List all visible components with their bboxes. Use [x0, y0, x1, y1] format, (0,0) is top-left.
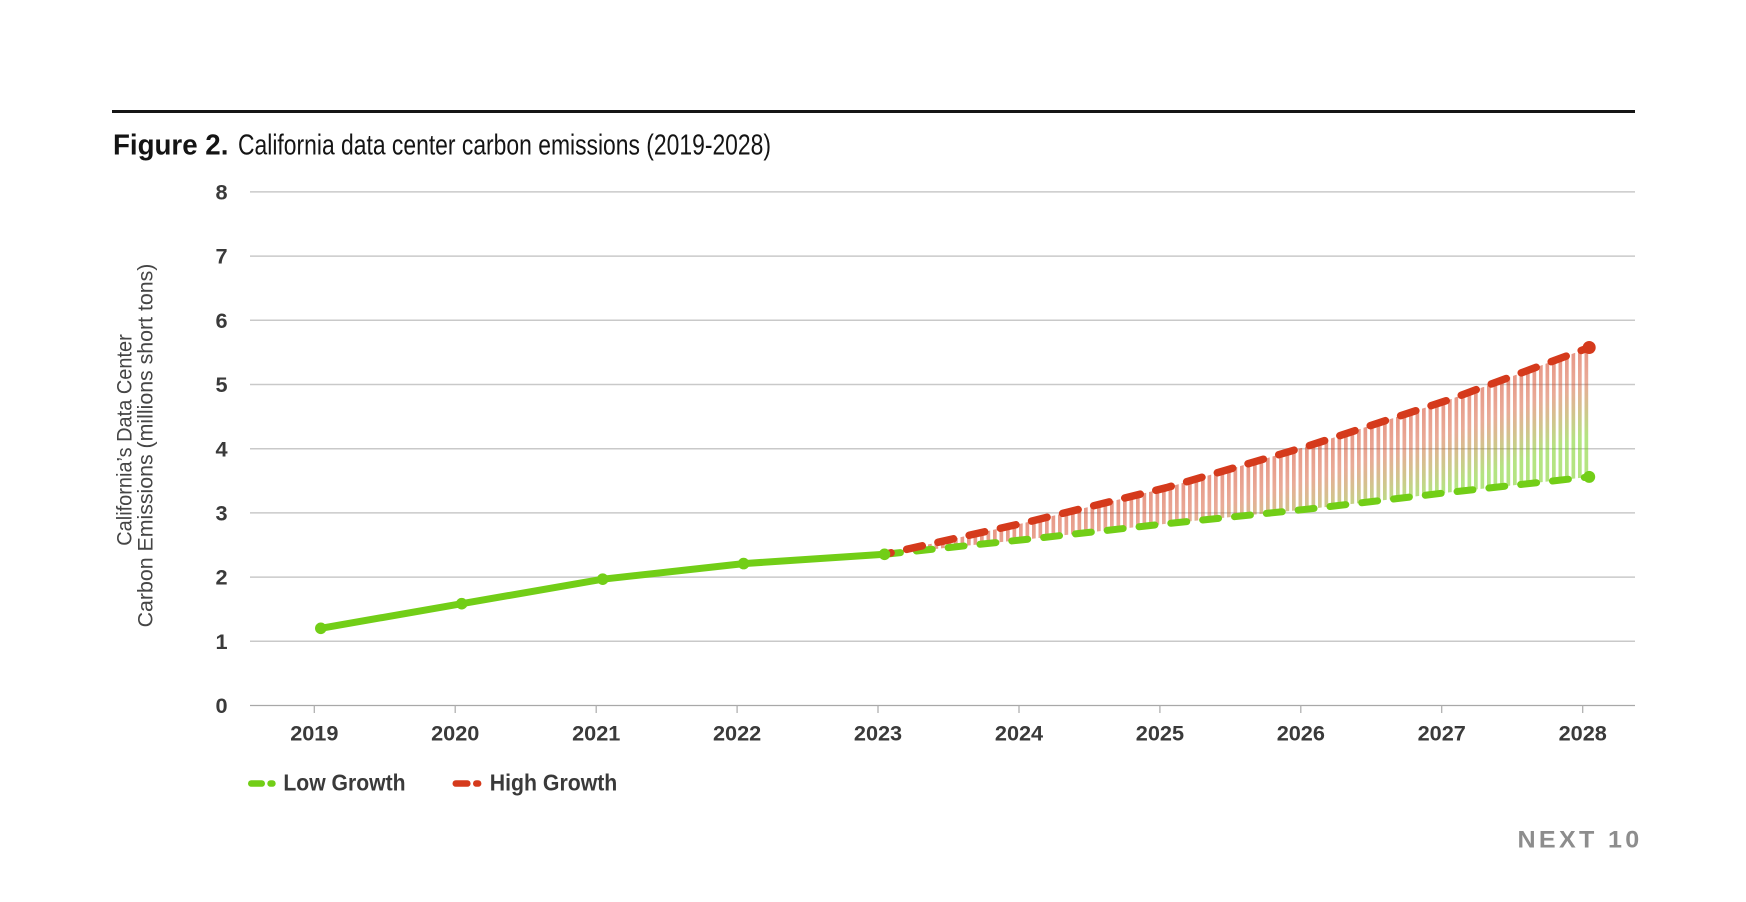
svg-text:2027: 2027 [1418, 721, 1466, 746]
svg-text:2025: 2025 [1136, 721, 1184, 746]
svg-text:2: 2 [215, 565, 227, 590]
svg-text:1: 1 [215, 629, 227, 654]
svg-text:Figure 2.: Figure 2. [113, 129, 228, 161]
svg-text:Carbon Emissions (millions sho: Carbon Emissions (millions short tons) [135, 264, 158, 628]
svg-text:2022: 2022 [713, 721, 761, 746]
svg-text:3: 3 [215, 501, 227, 526]
svg-text:High Growth: High Growth [490, 770, 618, 796]
svg-text:2020: 2020 [431, 721, 479, 746]
svg-text:2026: 2026 [1277, 721, 1325, 746]
svg-text:Low Growth: Low Growth [283, 770, 405, 796]
svg-text:0: 0 [215, 693, 227, 718]
svg-text:California’s Data Center: California’s Data Center [114, 334, 137, 546]
svg-text:2028: 2028 [1559, 721, 1607, 746]
svg-text:6: 6 [215, 308, 227, 333]
svg-text:California data center carbon: California data center carbon emissions … [238, 129, 771, 161]
svg-text:2023: 2023 [854, 721, 902, 746]
svg-text:2024: 2024 [995, 721, 1043, 746]
svg-text:2021: 2021 [572, 721, 620, 746]
svg-text:5: 5 [215, 372, 227, 397]
svg-text:NEXT 10: NEXT 10 [1518, 827, 1643, 854]
svg-text:4: 4 [215, 436, 227, 461]
svg-text:7: 7 [215, 244, 227, 269]
svg-text:2019: 2019 [290, 721, 338, 746]
svg-text:8: 8 [215, 180, 227, 205]
